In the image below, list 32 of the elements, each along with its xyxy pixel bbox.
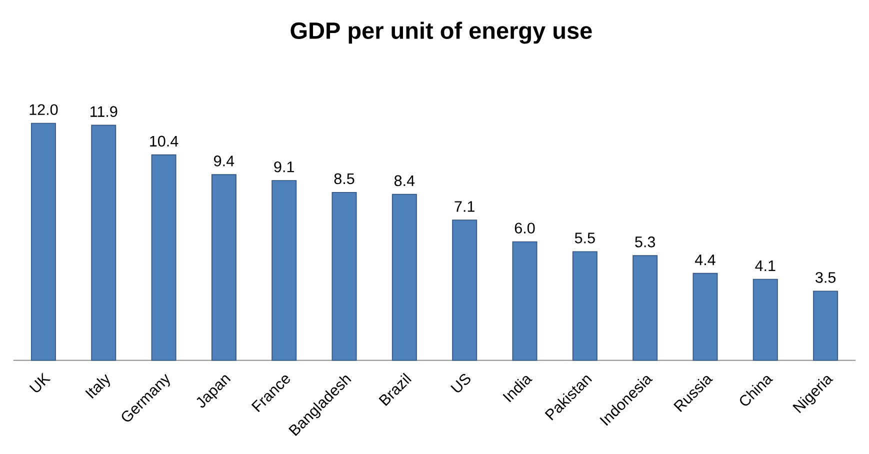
chart-title: GDP per unit of energy use bbox=[290, 22, 592, 44]
data-label: 9.1 bbox=[274, 162, 294, 172]
data-label: 8.4 bbox=[394, 175, 415, 186]
x-tick-label: US bbox=[450, 374, 470, 392]
bar bbox=[151, 154, 176, 361]
data-label: 7.1 bbox=[454, 201, 474, 212]
bar bbox=[512, 241, 538, 361]
data-label: 9.4 bbox=[214, 156, 234, 166]
bar bbox=[272, 180, 297, 361]
data-label: 11.9 bbox=[90, 106, 118, 118]
bar bbox=[632, 255, 658, 361]
bar bbox=[752, 278, 778, 361]
data-label: 5.5 bbox=[574, 232, 595, 244]
data-label: 10.4 bbox=[150, 136, 178, 147]
data-label: 3.5 bbox=[816, 272, 836, 283]
bar bbox=[452, 220, 478, 361]
bar bbox=[572, 251, 598, 361]
bar bbox=[211, 174, 236, 361]
data-label: 6.0 bbox=[514, 222, 535, 234]
data-label: 8.5 bbox=[334, 173, 354, 184]
x-tick-label: UK bbox=[29, 372, 51, 392]
bar bbox=[392, 194, 417, 361]
data-label: 4.4 bbox=[694, 254, 716, 266]
bar bbox=[91, 124, 116, 361]
bar bbox=[813, 290, 838, 361]
data-label: 5.3 bbox=[635, 236, 656, 248]
bar bbox=[692, 272, 718, 361]
data-label: 12.0 bbox=[30, 104, 58, 116]
bar bbox=[332, 192, 357, 361]
data-label: 4.1 bbox=[755, 260, 776, 272]
bar bbox=[30, 122, 56, 361]
x-tick-label: Italy bbox=[85, 374, 110, 399]
